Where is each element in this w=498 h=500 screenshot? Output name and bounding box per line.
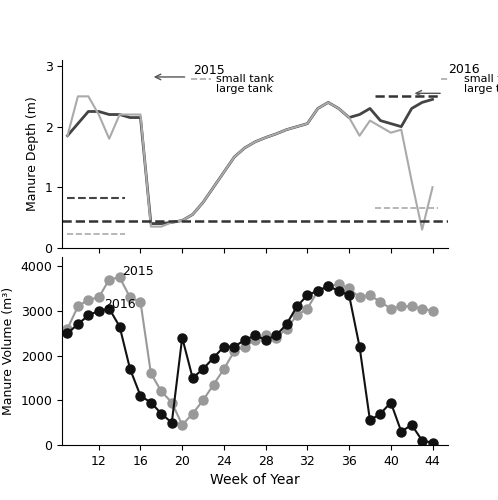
Text: 2015: 2015 [193,64,225,78]
Text: 2016: 2016 [104,298,135,310]
Y-axis label: Manure Volume (m³): Manure Volume (m³) [2,287,15,415]
Text: small tank: small tank [216,74,274,85]
Text: large tank: large tank [216,84,272,94]
Text: small tank: small tank [464,74,498,85]
X-axis label: Week of Year: Week of Year [210,474,300,488]
Text: 2016: 2016 [448,62,480,76]
Text: 2015: 2015 [122,266,153,278]
Text: large tank: large tank [464,84,498,94]
Y-axis label: Manure Depth (m): Manure Depth (m) [26,96,39,212]
